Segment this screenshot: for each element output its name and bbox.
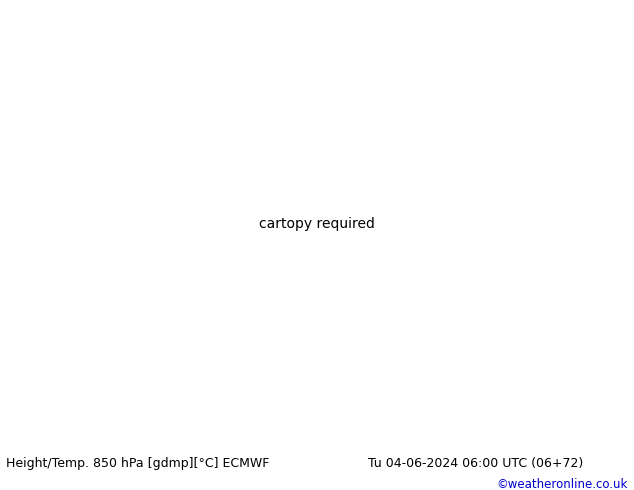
- Text: cartopy required: cartopy required: [259, 217, 375, 231]
- Text: Height/Temp. 850 hPa [gdmp][°C] ECMWF: Height/Temp. 850 hPa [gdmp][°C] ECMWF: [6, 458, 269, 470]
- Text: Tu 04-06-2024 06:00 UTC (06+72): Tu 04-06-2024 06:00 UTC (06+72): [368, 458, 583, 470]
- Text: ©weatheronline.co.uk: ©weatheronline.co.uk: [496, 478, 628, 490]
